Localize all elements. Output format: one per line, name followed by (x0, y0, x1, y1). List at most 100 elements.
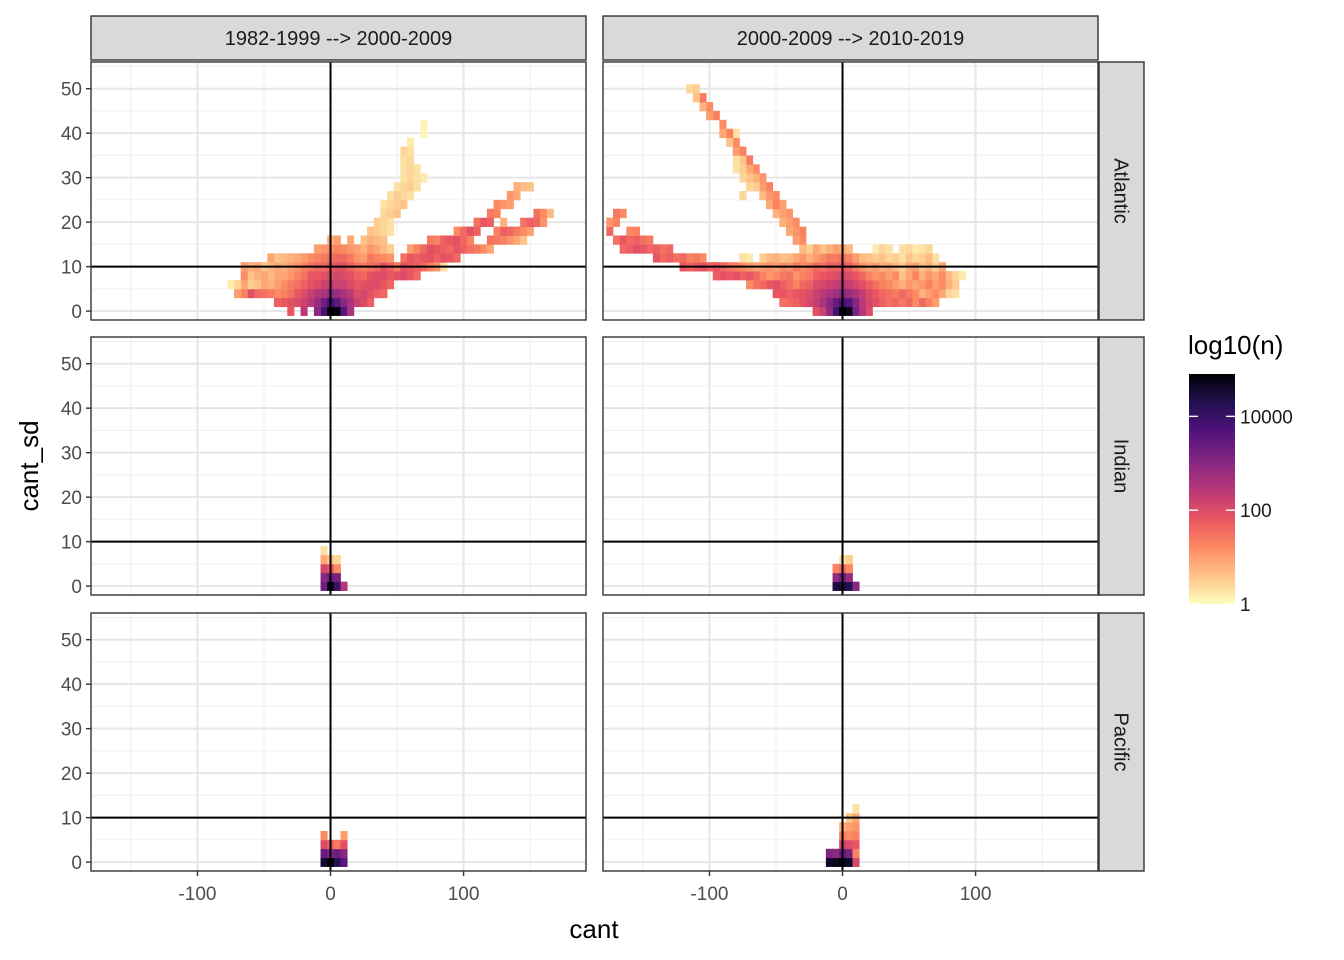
heat-cell (859, 306, 867, 316)
legend-label: 100 (1240, 501, 1272, 522)
heat-cell (466, 226, 474, 236)
heat-cell (466, 235, 474, 245)
heat-cell (885, 297, 893, 308)
heat-cell (879, 244, 887, 254)
heat-cell (400, 191, 408, 201)
heat-cell (766, 279, 774, 290)
heat-cell (746, 155, 754, 165)
heat-cell (387, 208, 395, 219)
y-tick-label: 20 (61, 213, 82, 234)
facet-strip-row-indian: Indian (1098, 336, 1145, 596)
heat-cell (347, 235, 355, 245)
heat-cell (805, 279, 813, 290)
heat-cell (380, 208, 388, 219)
heat-cell (845, 848, 853, 859)
heat-cell (879, 288, 887, 299)
heat-cell (832, 288, 840, 299)
heat-cell (280, 288, 288, 299)
axes-layer: 0 10 20 30 40 50 0 10 20 30 40 50 0 10 20 30 40 50 -100 0 10… (61, 80, 992, 905)
heat-cell (925, 279, 933, 290)
panel-background (91, 337, 586, 595)
heat-cell (919, 244, 927, 254)
heat-cell (493, 226, 501, 236)
strip-label: 2000-2009 --> 2010-2019 (737, 28, 964, 50)
heat-cell (360, 253, 368, 263)
heat-cell (719, 128, 727, 139)
heat-cell (373, 217, 381, 227)
heat-cell (925, 297, 933, 308)
heat-cell (726, 128, 734, 139)
heat-cell (852, 857, 860, 867)
facet-strip-row-atlantic: Atlantic (1098, 61, 1145, 321)
y-tick-label: 20 (61, 488, 82, 509)
heat-cell (925, 244, 933, 254)
heat-cell (845, 563, 853, 574)
heat-cell (307, 279, 315, 290)
heat-cell (540, 217, 548, 227)
heat-cell (340, 288, 348, 299)
heat-cell (899, 279, 907, 290)
heat-cell (879, 271, 887, 281)
heat-cell (333, 581, 341, 591)
heat-cell (739, 173, 747, 183)
heat-cell (267, 271, 275, 281)
heat-cell (672, 253, 680, 263)
heat-cell (799, 244, 807, 254)
heat-cell (812, 288, 820, 299)
heat-cell (912, 288, 920, 299)
heat-cell (513, 182, 521, 192)
heat-cell (413, 182, 421, 192)
heat-cell (819, 279, 827, 290)
heat-cell (387, 279, 395, 290)
heat-cell (772, 279, 780, 290)
heat-cell (473, 244, 481, 254)
heat-cell (852, 804, 860, 814)
legend-label: 1 (1240, 595, 1251, 616)
heat-cell (320, 848, 328, 859)
heat-cell (626, 244, 634, 254)
heat-cell (300, 288, 308, 299)
heat-cell (652, 244, 660, 254)
heat-cell (426, 253, 435, 263)
heat-cell (859, 271, 867, 281)
heat-cell (373, 235, 381, 245)
heat-cell (732, 164, 740, 174)
heat-cell (845, 839, 853, 850)
heat-cell (313, 271, 321, 281)
heat-cell (333, 288, 341, 299)
legend-label: 10000 (1240, 407, 1293, 428)
heat-cell (400, 271, 408, 281)
heat-cell (407, 173, 415, 183)
heat-cell (759, 173, 767, 183)
heat-cell (320, 857, 328, 867)
heat-cell (420, 119, 428, 130)
heat-cell (912, 271, 920, 281)
heat-cell (852, 822, 860, 832)
heat-cell (300, 271, 308, 281)
heat-cell (652, 253, 660, 263)
heat-cell (872, 297, 880, 308)
heat-cell (320, 306, 328, 316)
heat-cell (307, 271, 315, 281)
heat-cell (719, 271, 727, 281)
heat-cell (526, 217, 534, 227)
heat-cell (247, 271, 255, 281)
heat-cell (393, 182, 401, 192)
heat-cell (280, 297, 288, 308)
panel-pacific-2 (602, 612, 1099, 872)
heat-cell (353, 288, 361, 299)
heat-cell (446, 244, 455, 254)
heat-cell (692, 84, 700, 94)
heat-cell (313, 288, 321, 299)
heat-cell (845, 822, 853, 832)
heat-cell (859, 279, 867, 290)
panel-border (90, 61, 587, 321)
heat-cell (646, 244, 654, 254)
heat-cell (819, 306, 827, 316)
heat-cell (360, 279, 368, 290)
y-tick-label: 50 (61, 631, 82, 652)
heat-cell (440, 253, 448, 263)
heat-cell (832, 271, 840, 281)
heat-cell (240, 271, 248, 281)
heat-cell (300, 279, 308, 290)
